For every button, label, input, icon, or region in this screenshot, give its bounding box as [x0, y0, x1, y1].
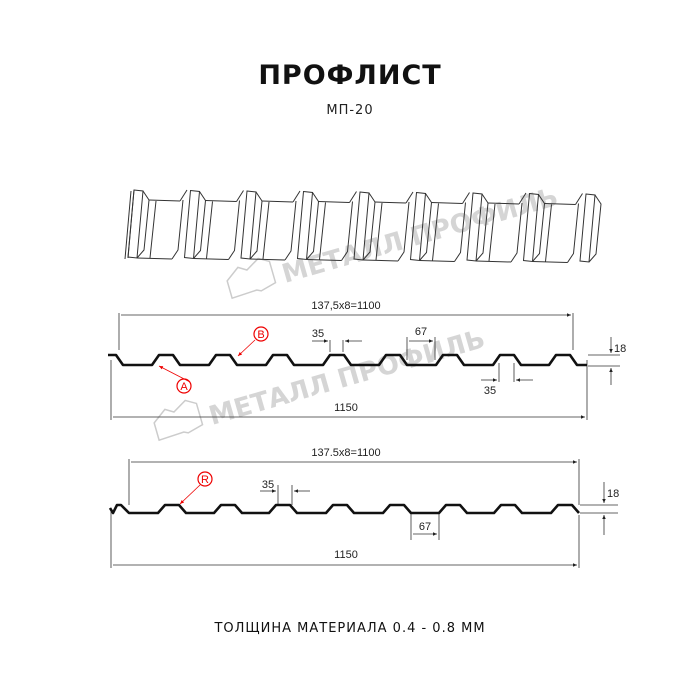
watermark-1: МЕТАЛЛ ПРОФИЛЬ: [226, 182, 561, 300]
sheet-rib-line: [405, 191, 414, 204]
sheet-rib-line: [240, 190, 257, 260]
sheet-rib-line: [206, 201, 213, 259]
sheet-rib-line: [228, 200, 240, 260]
sheet-rib-line: [136, 190, 150, 259]
width-label: 1150: [334, 549, 358, 561]
rib-label: 67: [415, 326, 427, 338]
sheet-rib-line: [475, 260, 512, 263]
width-label: 1150: [334, 402, 358, 414]
marker-b: [253, 326, 269, 342]
sheet-rib-line: [374, 201, 407, 204]
sheet-rib-line: [510, 202, 523, 263]
sheet-rib-line: [149, 200, 157, 259]
sheet-rib-line: [432, 203, 439, 261]
profile-outline: [108, 503, 580, 515]
sheet-rib-line: [487, 202, 520, 205]
material-thickness: ТОЛЩИНА МАТЕРИАЛА 0.4 - 0.8 ММ: [214, 621, 486, 636]
sheet-rib-line: [171, 199, 184, 260]
sheet-rib-line: [179, 189, 188, 202]
sheet-rib-line: [579, 193, 596, 263]
sheet-rib-line: [419, 260, 455, 262]
sheet-rib-line: [567, 203, 579, 263]
height-label: 18: [607, 488, 619, 500]
sheet-rib-line: [205, 200, 237, 202]
sheet-rib-line: [475, 193, 489, 262]
sheet-rib-line: [419, 193, 433, 261]
sheet-rib-line: [249, 191, 263, 260]
sheet-rib-line: [292, 190, 301, 203]
sheet-rib-line: [284, 200, 297, 261]
crest-label: 35: [312, 328, 324, 340]
sheet-rib-line: [236, 190, 244, 202]
page-title: ПРОФЛИСТ: [258, 60, 442, 91]
sheet-rib-line: [545, 204, 552, 262]
sheet-rib-line: [319, 202, 326, 260]
sheet-rib-line: [588, 194, 602, 263]
sheet-rib-line: [454, 202, 466, 262]
sheet-rib-line: [306, 192, 320, 260]
marker-b-label: B: [257, 329, 264, 341]
sheet-rib-line: [261, 200, 294, 203]
pitch-label: 137.5x8=1100: [311, 447, 380, 459]
crest-bottom-label: 35: [484, 385, 496, 397]
rib-label: 67: [419, 521, 431, 533]
sheet-rib-line: [362, 259, 399, 262]
sheet-rib-line: [262, 201, 270, 260]
sheet-rib-line: [349, 191, 357, 203]
profile-drawing-1: [108, 313, 620, 420]
watermark-logo-icon: [153, 399, 204, 442]
sheet-rib-line: [193, 191, 207, 259]
height-label: 18: [614, 343, 626, 355]
sheet-rib-line: [318, 201, 350, 203]
sheet-rib-line: [518, 192, 527, 205]
sheet-rib-line: [193, 258, 229, 260]
sheet-rib-line: [532, 261, 568, 263]
sheet-rib-line: [431, 202, 463, 204]
sheet-rib-line: [544, 203, 576, 205]
model-name: МП-20: [326, 103, 374, 118]
sheet-rib-line: [306, 259, 342, 261]
crest-label: 35: [262, 479, 274, 491]
marker-r: [197, 471, 213, 487]
sheet-rib-line: [341, 201, 353, 261]
sheet-3d-view: [124, 189, 602, 263]
watermark-text: МЕТАЛЛ ПРОФИЛЬ: [206, 324, 489, 432]
sheet-rib-line: [124, 190, 132, 260]
sheet-rib-line: [375, 202, 383, 261]
profile-outline: [108, 353, 587, 367]
sheet-rib-line: [532, 194, 546, 262]
pitch-label: 137,5x8=1100: [311, 300, 380, 312]
sheet-rib-line: [249, 258, 286, 261]
marker-a-label: A: [180, 381, 188, 393]
sheet-rib-line: [397, 201, 410, 262]
sheet-rib-line: [362, 192, 376, 261]
marker-r-label: R: [201, 474, 209, 486]
sheet-rib-line: [488, 203, 496, 262]
profile-drawing-2: [108, 459, 618, 568]
sheet-rib-line: [136, 257, 173, 260]
sheet-rib-line: [183, 189, 201, 260]
sheet-rib-line: [148, 199, 181, 202]
marker-a: [176, 378, 192, 394]
sheet-rib-line: [575, 193, 583, 205]
watermark-logo-icon: [226, 257, 277, 300]
sheet-rib-line: [296, 190, 314, 261]
sheet-rib-line: [462, 192, 470, 204]
